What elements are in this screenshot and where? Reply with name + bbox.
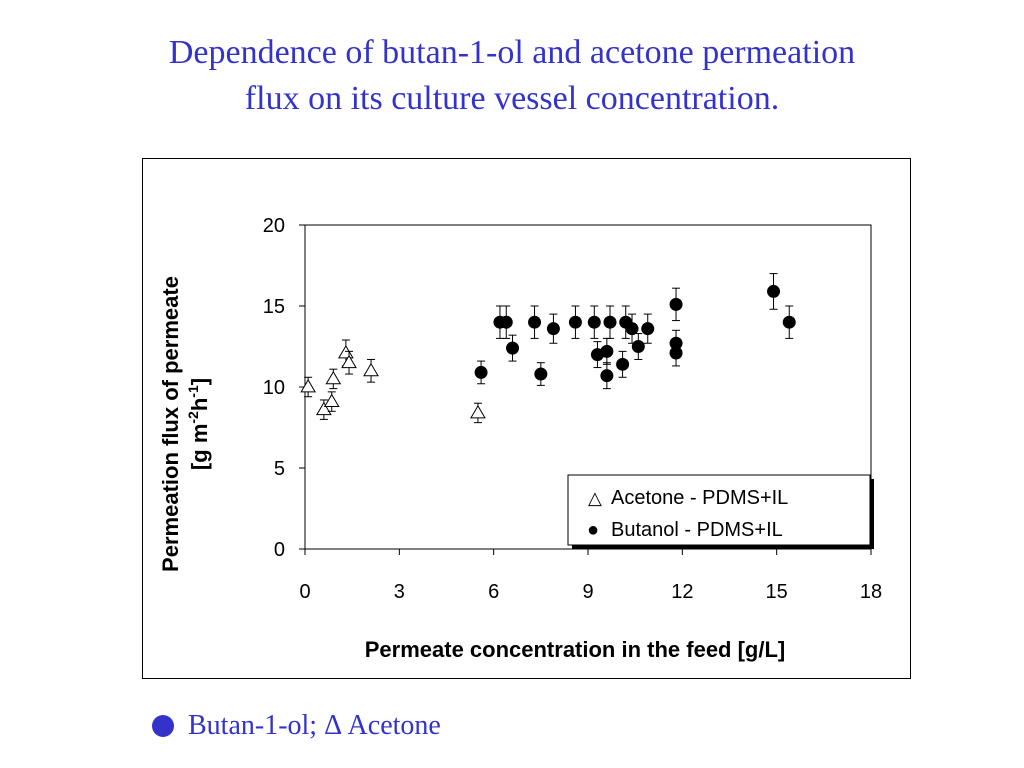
y-tick-label: 20: [263, 215, 285, 237]
butanol-point: [587, 315, 601, 329]
butanol-point: [528, 315, 542, 329]
acetone-point: [315, 401, 332, 416]
acetone-point: [338, 344, 354, 359]
x-tick-label: 18: [860, 581, 882, 603]
butanol-point: [782, 315, 796, 329]
x-tick-label: 0: [299, 581, 310, 603]
butanol-point: [600, 344, 614, 358]
data-points: [300, 273, 796, 424]
legend: △ Acetone - PDMS+IL ● Butanol - PDMS+IL: [567, 474, 874, 549]
x-tick-label: 6: [488, 581, 499, 603]
butanol-point: [474, 365, 488, 379]
y-tick-label: 5: [274, 458, 285, 480]
chart-frame: 0 3 6 9 12 15 18 0 5 10 15 20 Permeate concentratio…: [142, 158, 911, 679]
legend-acetone-label: Acetone - PDMS+IL: [611, 487, 788, 509]
y-axis-label-line1: Permeation flux of permeate: [158, 276, 183, 572]
x-tick-label: 3: [394, 581, 405, 603]
filled-circle-icon: [152, 715, 174, 737]
y-label-prefix: [g m: [187, 424, 212, 470]
x-tick-label: 9: [582, 581, 593, 603]
butanol-point: [603, 315, 617, 329]
scatter-chart: 0 3 6 9 12 15 18 0 5 10 15 20 Permeate concentratio…: [158, 215, 882, 662]
slide-title-line2: flux on its culture vessel concentration…: [244, 80, 780, 117]
acetone-point: [341, 354, 357, 369]
y-axis-label-line2: [g m-2h-1]: [185, 378, 212, 470]
butanol-point: [506, 341, 520, 355]
slide-title: Dependence of butan-1-ol and acetone per…: [0, 30, 1024, 122]
y-label-suffix: ]: [187, 378, 212, 385]
caption: Butan-1-ol; Δ Acetone: [152, 706, 441, 746]
legend-butanol-symbol: ●: [587, 519, 599, 541]
legend-box: [567, 474, 871, 546]
y-tick-label: 10: [263, 377, 285, 399]
butanol-point: [600, 369, 614, 383]
butanol-point: [568, 315, 582, 329]
butanol-point: [625, 322, 639, 336]
y-label-sup2: -1: [185, 385, 201, 398]
butanol-point: [767, 284, 781, 298]
butanol-point: [669, 297, 683, 311]
acetone-point: [300, 379, 317, 393]
legend-acetone-symbol: △: [588, 488, 602, 508]
y-axis-label-group: Permeation flux of permeate [g m-2h-1]: [158, 276, 212, 572]
acetone-point: [470, 404, 486, 419]
x-axis-label: Permeate concentration in the feed [g/L]: [365, 637, 786, 662]
butanol-point: [616, 357, 630, 371]
caption-text: Butan-1-ol; Δ Acetone: [188, 710, 441, 741]
x-tick-label: 15: [766, 581, 788, 603]
acetone-point: [323, 393, 340, 407]
x-tick-label: 12: [671, 581, 693, 603]
butanol-point: [534, 367, 548, 381]
y-label-sup1: -2: [185, 411, 201, 424]
acetone-point: [363, 362, 379, 377]
y-tick-label: 15: [263, 296, 285, 318]
butanol-point: [499, 315, 513, 329]
slide-title-line1: Dependence of butan-1-ol and acetone per…: [168, 34, 856, 71]
y-label-mid: h: [187, 398, 212, 411]
y-tick-label: 0: [274, 539, 285, 561]
butanol-point: [641, 322, 655, 336]
legend-butanol-label: Butanol - PDMS+IL: [611, 519, 783, 541]
butanol-point: [631, 340, 645, 353]
acetone-point: [325, 370, 342, 385]
butanol-point: [546, 322, 560, 336]
butanol-point: [669, 346, 683, 360]
